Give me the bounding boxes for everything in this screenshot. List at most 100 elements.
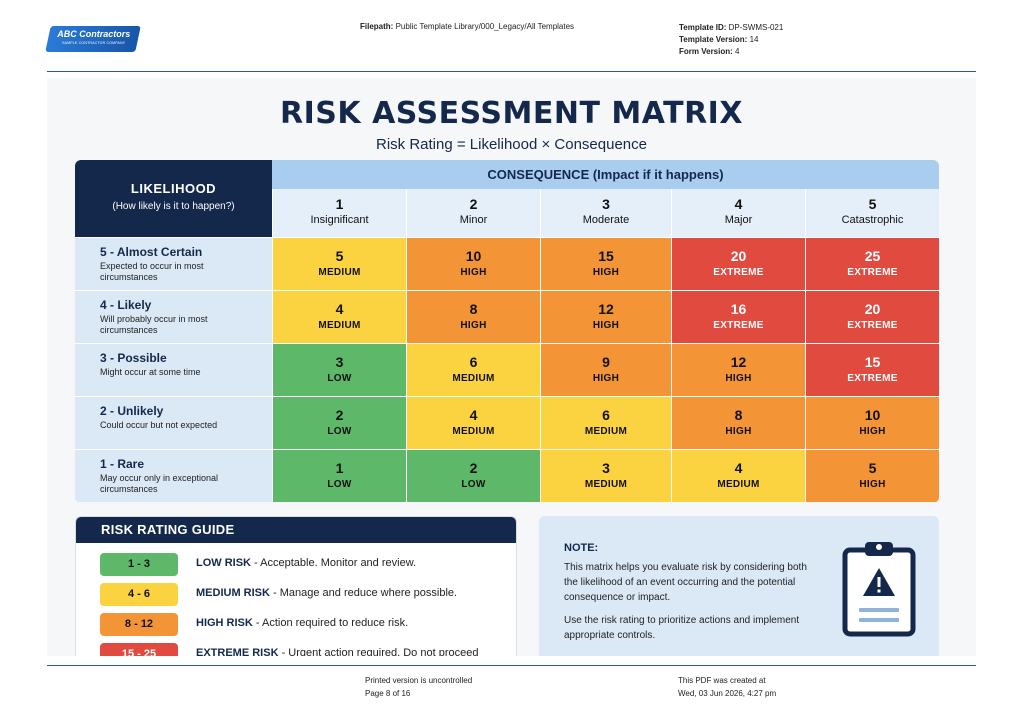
likelihood-description: Might occur at some time (100, 367, 201, 377)
guide-level-label: EXTREME RISK (196, 647, 279, 656)
cell-score: 12 (598, 301, 614, 317)
matrix-cell: 10 HIGH (406, 237, 540, 290)
matrix-cell: 4 MEDIUM (406, 396, 540, 449)
risk-rating-guide: RISK RATING GUIDE 1 - 3 LOW RISK - Accept… (75, 516, 517, 656)
footer-right: This PDF was created at Wed, 03 Jun 2026… (678, 674, 776, 700)
filepath: Filepath: Public Template Library/000_Le… (360, 22, 574, 31)
cell-score: 8 (469, 301, 478, 317)
matrix-cell: 4 MEDIUM (272, 290, 406, 343)
footer-divider (47, 665, 976, 666)
matrix-cell: 8 HIGH (671, 396, 805, 449)
guide-level-text: - Urgent action required. Do not proceed (278, 647, 479, 656)
clipboard-warning-icon (842, 542, 916, 637)
cell-level: MEDIUM (584, 479, 628, 490)
consequence-name: Major (724, 214, 753, 226)
matrix-cell: 8 HIGH (406, 290, 540, 343)
cell-level: HIGH (725, 426, 752, 437)
consequence-number: 3 (602, 196, 610, 212)
guide-row-extreme: 15 - 25 EXTREME RISK - Urgent action requ… (100, 643, 510, 656)
likelihood-subtitle: (How likely is it to happen?) (112, 201, 235, 212)
cell-score: 3 (602, 460, 610, 476)
header-divider (47, 71, 976, 72)
guide-level-label: MEDIUM RISK (196, 587, 270, 599)
cell-score: 4 (335, 301, 344, 317)
matrix-cell: 2 LOW (272, 396, 406, 449)
guide-level-text: - Manage and reduce where possible. (269, 587, 458, 599)
cell-level: MEDIUM (452, 373, 495, 384)
consequence-number: 4 (734, 196, 743, 212)
guide-level-label: LOW RISK (196, 557, 251, 569)
page-title: RISK ASSESSMENT MATRIX (280, 96, 743, 131)
page-header: ABC Contractors SAMPLE CONTRACTOR COMPAN… (0, 0, 1024, 72)
likelihood-description: Will probably occur in most circumstance… (100, 314, 208, 335)
likelihood-row-2: 4 - Likely Will probably occur in most ci… (75, 290, 272, 343)
likelihood-title: LIKELIHOOD (130, 181, 217, 196)
consequence-column-2: 2 Minor (406, 189, 540, 237)
cell-score: 20 (864, 301, 881, 317)
matrix-cell: 1 LOW (272, 449, 406, 502)
matrix-cell: 2 LOW (406, 449, 540, 502)
likelihood-row-3: 3 - Possible Might occur at some time (75, 343, 272, 396)
cell-level: HIGH (592, 320, 620, 331)
consequence-number: 1 (335, 196, 344, 212)
template-id-value: DP-SWMS-021 (728, 23, 784, 32)
guide-row-high: 8 - 12 HIGH RISK - Action required to red… (100, 613, 510, 637)
consequence-column-5: 5 Catastrophic (805, 189, 939, 237)
template-version-value: 14 (749, 35, 759, 44)
cell-level: HIGH (460, 267, 487, 278)
consequence-name: Insignificant (310, 214, 369, 226)
form-version-value: 4 (735, 47, 740, 56)
cell-level: HIGH (859, 426, 886, 437)
cell-level: LOW (327, 479, 352, 490)
cell-score: 5 (868, 460, 877, 476)
cell-score: 1 (335, 460, 344, 476)
template-meta: Template ID: DP-SWMS-021 Template Versio… (679, 22, 783, 58)
likelihood-row-5: 1 - Rare May occur only in exceptional ci… (75, 449, 272, 502)
likelihood-name: 1 - Rare (100, 457, 145, 471)
matrix-cell: 16 EXTREME (671, 290, 805, 343)
matrix-cell: 12 HIGH (540, 290, 671, 343)
guide-title: RISK RATING GUIDE (76, 517, 516, 543)
note-paragraph-2: Use the risk rating to prioritize action… (564, 615, 800, 641)
likelihood-name: 2 - Unlikely (100, 404, 164, 418)
matrix-cell: 25 EXTREME (805, 237, 939, 290)
cell-score: 5 (335, 248, 344, 264)
consequence-header: CONSEQUENCE (Impact if it happens) (272, 160, 939, 189)
note-title: NOTE: (564, 542, 599, 554)
cell-level: MEDIUM (717, 479, 760, 490)
cell-score: 4 (734, 460, 743, 476)
matrix-cell: 15 EXTREME (805, 343, 939, 396)
cell-level: MEDIUM (452, 426, 495, 437)
cell-score: 6 (469, 354, 478, 370)
matrix-cell: 6 MEDIUM (406, 343, 540, 396)
matrix-cell: 6 MEDIUM (540, 396, 671, 449)
filepath-value: Public Template Library/000_Legacy/All T… (395, 22, 575, 31)
matrix-cell: 5 MEDIUM (272, 237, 406, 290)
consequence-column-1: 1 Insignificant (272, 189, 406, 237)
cell-level: HIGH (725, 373, 752, 384)
cell-score: 12 (730, 354, 747, 370)
cell-level: EXTREME (847, 267, 898, 278)
cell-score: 16 (730, 301, 747, 317)
cell-score: 9 (602, 354, 610, 370)
risk-matrix: LIKELIHOOD (How likely is it to happen?)… (75, 160, 939, 503)
likelihood-row-1: 5 - Almost Certain Expected to occur in m… (75, 237, 272, 290)
cell-level: HIGH (460, 320, 487, 331)
guide-description: EXTREME RISK - Urgent action required. D… (196, 647, 516, 656)
cell-level: MEDIUM (318, 267, 361, 278)
logo-tagline: SAMPLE CONTRACTOR COMPANY (62, 41, 126, 45)
note-paragraph-1: This matrix helps you evaluate risk by c… (564, 562, 807, 603)
cell-level: LOW (327, 373, 352, 384)
filepath-label: Filepath: (360, 22, 394, 31)
created-value: Wed, 03 Jun 2026, 4:27 pm (678, 689, 777, 698)
cell-score: 15 (864, 354, 881, 370)
logo-name: ABC Contractors (57, 29, 131, 39)
likelihood-name: 3 - Possible (100, 351, 167, 365)
note-panel: NOTE: This matrix helps you evaluate ris… (539, 516, 939, 656)
cell-score: 8 (734, 407, 743, 423)
guide-description: HIGH RISK - Action required to reduce ri… (196, 617, 516, 629)
cell-score: 15 (598, 248, 614, 264)
guide-range-badge: 1 - 3 (100, 553, 178, 576)
guide-row-low: 1 - 3 LOW RISK - Acceptable. Monitor and … (100, 553, 510, 577)
cell-score: 20 (730, 248, 747, 264)
